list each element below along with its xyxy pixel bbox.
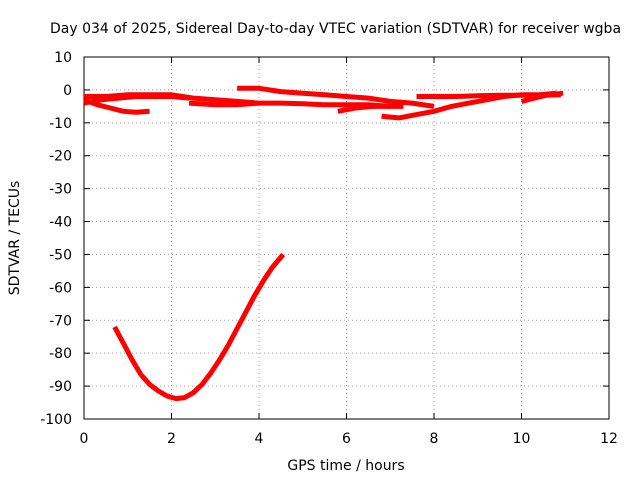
tick-labels: 0 2 4 6 8 10 12 10 0 -10 -20 -30 -40 -50 -60 -70 -80 -90 -… <box>40 50 618 447</box>
x-tick-label: 2 <box>167 431 176 447</box>
y-tick-label: -10 <box>49 116 72 132</box>
y-tick-label: -50 <box>49 247 72 263</box>
series-group <box>83 85 564 402</box>
series-track-i <box>520 90 564 104</box>
series-track-e <box>237 85 435 109</box>
y-tick-label: -80 <box>49 346 72 362</box>
series-track-d <box>188 100 391 109</box>
x-tick-label: 10 <box>513 431 531 447</box>
y-tick-label: 10 <box>54 50 72 66</box>
series-track-f <box>337 103 404 114</box>
series-track-j <box>112 252 286 402</box>
y-tick-label: -90 <box>49 379 72 395</box>
x-tick-label: 12 <box>600 431 618 447</box>
x-tick-label: 8 <box>430 431 439 447</box>
y-tick-label: -30 <box>49 182 72 198</box>
y-tick-label: 0 <box>63 83 72 99</box>
chart-title: Day 034 of 2025, Sidereal Day-to-day VTE… <box>50 21 621 37</box>
grid-lines <box>84 57 609 419</box>
y-tick-label: -40 <box>49 215 72 231</box>
plot-frame <box>83 56 610 420</box>
x-tick-label: 6 <box>342 431 351 447</box>
x-axis-label: GPS time / hours <box>287 458 404 474</box>
y-tick-label: -100 <box>40 412 72 428</box>
y-tick-label: -60 <box>49 280 72 296</box>
x-tick-label: 4 <box>255 431 264 447</box>
x-tick-label: 0 <box>80 431 89 447</box>
y-axis-label: SDTVAR / TECUs <box>7 181 23 296</box>
series-track-c <box>83 94 190 106</box>
series-track-a <box>83 97 150 115</box>
y-tick-label: -70 <box>49 313 72 329</box>
y-tick-label: -20 <box>49 149 72 165</box>
